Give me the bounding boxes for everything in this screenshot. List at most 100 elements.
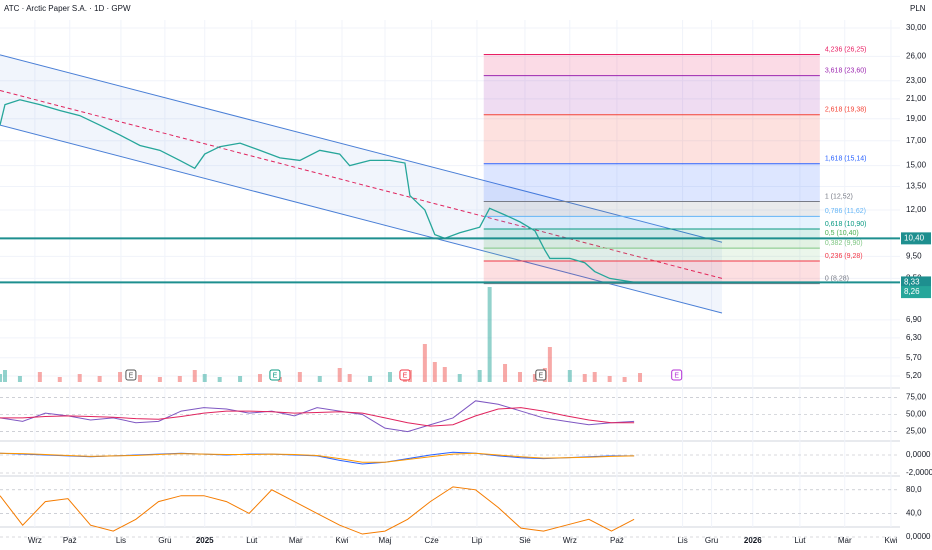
chart-title: ATC · Arctic Paper S.A. · 1D · GPW — [4, 4, 131, 13]
event-label: E — [129, 372, 134, 379]
last-price-label: 8,26 — [904, 287, 920, 296]
volume-bar — [457, 374, 462, 382]
y-tick-label: 12,00 — [906, 205, 927, 214]
y-tick-label: 17,00 — [906, 136, 927, 145]
fib-label: 0,382 (9,90) — [825, 240, 863, 247]
x-tick-label: Lut — [246, 536, 258, 545]
x-tick-label: Paź — [610, 536, 624, 545]
pane-tick-label: 0,0000 — [906, 450, 931, 459]
fib-band — [483, 238, 820, 249]
volume-bar — [177, 376, 182, 382]
pane-tick-label: 50,00 — [906, 410, 927, 419]
volume-bar — [97, 376, 102, 382]
fib-label: 2,618 (19,38) — [825, 107, 867, 114]
indicator-line — [0, 452, 635, 463]
volume-bar — [257, 374, 262, 382]
x-tick-label: Lut — [794, 536, 806, 545]
x-tick-label: Paź — [63, 536, 77, 545]
y-tick-label: 6,30 — [906, 333, 922, 342]
y-tick-label: 26,00 — [906, 52, 927, 61]
volume-bar — [592, 372, 597, 382]
event-marker — [399, 369, 411, 381]
x-tick-label: Kwi — [336, 536, 349, 545]
volume-bar — [582, 374, 587, 382]
event-marker — [671, 369, 683, 381]
x-tick-label: Lip — [472, 536, 483, 545]
x-tick-label: Gru — [158, 536, 171, 545]
volume-bar — [238, 376, 243, 382]
x-tick-label: Lis — [116, 536, 126, 545]
y-tick-label: 19,00 — [906, 114, 927, 123]
volume-bar — [2, 370, 7, 382]
x-tick-label: Mar — [289, 536, 303, 545]
price-badge — [901, 232, 931, 245]
volume-bar — [567, 370, 572, 382]
volume-bar — [368, 376, 373, 382]
volume-bar — [387, 372, 392, 382]
fib-label: 0,786 (11,62) — [825, 208, 866, 215]
y-tick-label: 13,50 — [906, 182, 927, 191]
pane-tick-label: -2,0000 — [906, 468, 932, 477]
fib-label: 0 (8,28) — [825, 275, 849, 282]
fib-band — [483, 163, 820, 202]
volume-bar — [0, 374, 2, 382]
pane-tick-label: 0,0000 — [906, 532, 931, 541]
pane-tick-label: 80,0 — [906, 485, 922, 494]
indicator-line — [0, 486, 635, 535]
fib-band — [483, 75, 820, 115]
indicator-line — [0, 407, 635, 427]
volume-bar — [17, 376, 22, 382]
event-marker — [125, 369, 137, 381]
volume-bar — [192, 370, 197, 382]
last-price-badge — [901, 286, 931, 299]
y-tick-label: 15,00 — [906, 161, 927, 170]
fib-label: 0,236 (9,28) — [825, 253, 863, 260]
x-tick-label: Wrz — [28, 536, 42, 545]
volume-bar — [517, 372, 522, 382]
y-tick-label: 9,50 — [906, 251, 922, 260]
volume-bar — [487, 287, 492, 382]
fib-band — [483, 114, 820, 164]
event-marker — [269, 369, 281, 381]
volume-bar — [532, 374, 537, 382]
volume-bar — [622, 377, 627, 382]
fib-label: 0,618 (10,90) — [825, 221, 867, 228]
fib-label: 1,618 (15,14) — [825, 156, 867, 163]
volume-bar — [442, 367, 447, 382]
event-marker — [535, 369, 547, 381]
volume-bar — [317, 376, 322, 382]
y-tick-label: 21,00 — [906, 94, 927, 103]
indicator-line — [0, 400, 635, 433]
x-tick-label: Maj — [379, 536, 392, 545]
volume-bar — [137, 375, 142, 382]
x-tick-label: Mar — [838, 536, 852, 545]
y-tick-label: 30,00 — [906, 23, 927, 32]
y-tick-label: 5,20 — [906, 371, 922, 380]
price-badge-label: 8,33 — [904, 278, 920, 287]
x-tick-label: Sie — [519, 536, 531, 545]
fib-band — [483, 201, 820, 217]
currency: PLN — [910, 4, 926, 13]
y-tick-label: 6,90 — [906, 315, 922, 324]
fib-band — [483, 229, 820, 239]
fib-band — [483, 248, 820, 261]
channel-middle — [0, 90, 723, 279]
volume-bar — [638, 373, 643, 382]
fib-label: 4,236 (26,25) — [825, 46, 867, 53]
pane-tick-label: 40,0 — [906, 509, 922, 518]
volume-bar — [337, 368, 342, 382]
volume-bar — [37, 372, 42, 382]
fib-label: 3,618 (23,60) — [825, 67, 867, 74]
price-badge — [901, 276, 931, 289]
x-tick-label: Lis — [677, 536, 687, 545]
fib-band — [483, 54, 820, 76]
event-label: E — [674, 372, 679, 379]
pane-tick-label: 75,00 — [906, 393, 927, 402]
fib-band — [483, 260, 820, 284]
event-label: E — [538, 372, 543, 379]
volume-bar — [422, 344, 427, 382]
y-tick-label: 23,00 — [906, 76, 927, 85]
